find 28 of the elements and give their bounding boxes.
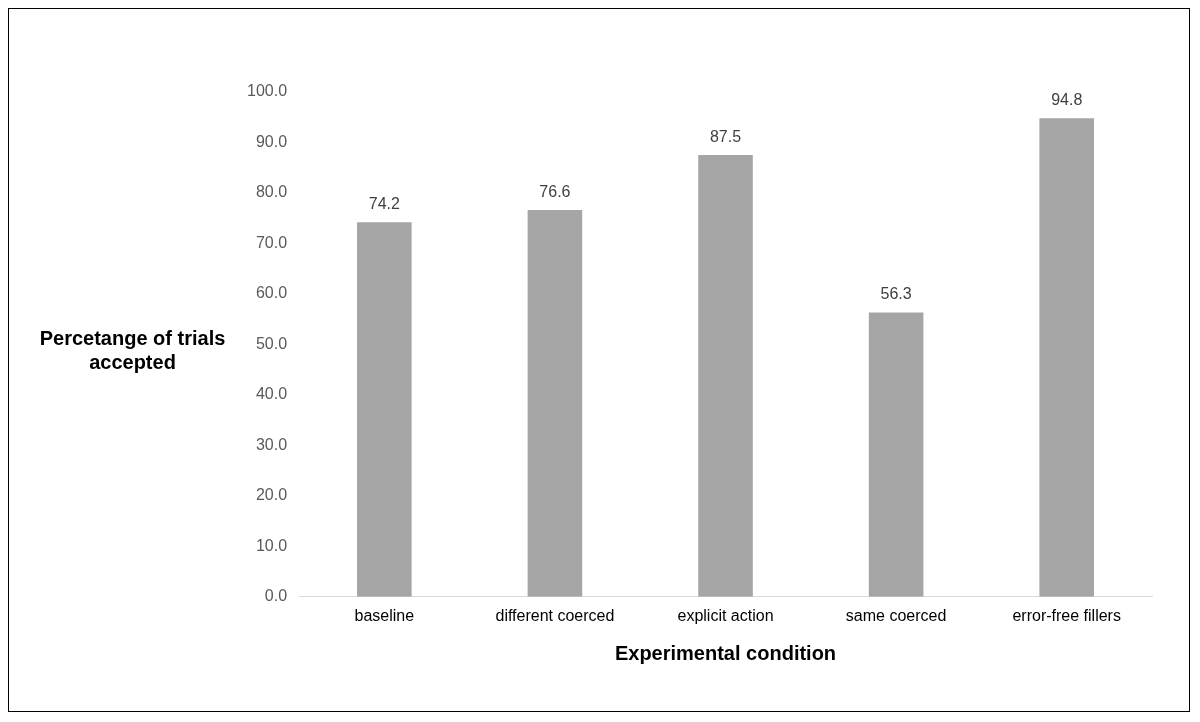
data-label: 87.5 [709, 127, 742, 145]
y-tick-label: 60.0 [255, 284, 288, 302]
y-tick-label: 10.0 [255, 536, 288, 554]
x-axis-title: Experimental condition [614, 641, 837, 664]
x-tick-label: same coerced [845, 606, 947, 624]
bar [527, 210, 583, 597]
bar [1039, 118, 1094, 597]
y-tick-label: 20.0 [255, 486, 288, 504]
y-tick-label: 0.0 [264, 587, 288, 605]
y-tick-label: 100.0 [246, 82, 288, 100]
x-tick-label: different coerced [495, 606, 615, 624]
bar [357, 222, 412, 597]
y-tick-label: 80.0 [255, 183, 288, 201]
data-label: 74.2 [368, 194, 401, 212]
data-label: 76.6 [539, 182, 571, 200]
bar [868, 312, 924, 597]
data-label: 94.8 [1051, 90, 1083, 108]
y-tick-label: 70.0 [255, 233, 288, 251]
x-tick-label: baseline [354, 606, 415, 624]
y-tick-label: 40.0 [255, 385, 288, 403]
y-tick-label: 90.0 [255, 132, 288, 150]
data-label: 56.3 [880, 285, 912, 302]
x-tick-label: error-free fillers [1012, 606, 1121, 624]
x-tick-label: explicit action [677, 606, 774, 624]
y-axis-title: Percetange of trials accepted [38, 326, 227, 374]
bar [698, 155, 753, 597]
y-tick-label: 30.0 [255, 435, 288, 453]
y-tick-label: 50.0 [255, 334, 288, 352]
